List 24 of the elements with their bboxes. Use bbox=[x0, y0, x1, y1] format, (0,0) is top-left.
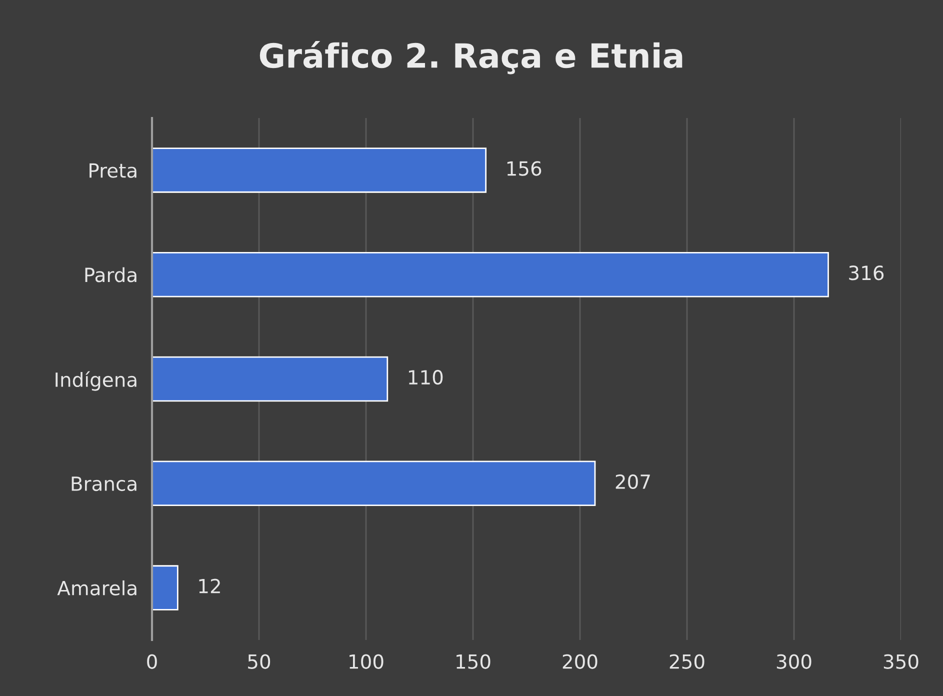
x-tick-label: 300 bbox=[776, 654, 812, 669]
x-tick-label: 100 bbox=[350, 654, 384, 669]
y-tick-label: Indígena bbox=[56, 371, 136, 391]
bar bbox=[152, 565, 178, 610]
data-label: 12 bbox=[199, 578, 220, 594]
x-tick-label: 200 bbox=[562, 654, 598, 669]
y-tick-label: Branca bbox=[72, 476, 136, 492]
x-tick-label: 250 bbox=[670, 654, 704, 669]
x-tick-label: 150 bbox=[456, 654, 490, 669]
bar bbox=[152, 252, 829, 298]
data-label: 110 bbox=[408, 370, 443, 385]
x-tick-label: 0 bbox=[147, 654, 157, 669]
data-label: 316 bbox=[849, 266, 884, 280]
y-tick-label: Parda bbox=[85, 267, 136, 282]
bar bbox=[152, 148, 487, 193]
bar bbox=[152, 460, 596, 506]
data-label: 156 bbox=[507, 161, 542, 176]
x-tick-label: 350 bbox=[884, 654, 918, 669]
x-tick-label: 50 bbox=[248, 654, 270, 669]
y-tick-label: Amarela bbox=[57, 580, 136, 596]
chart-title: Gráfico 2. Raça e Etnia bbox=[260, 41, 682, 74]
data-label: 207 bbox=[616, 474, 650, 490]
bar bbox=[152, 356, 388, 402]
y-tick-label: Preta bbox=[90, 163, 136, 178]
